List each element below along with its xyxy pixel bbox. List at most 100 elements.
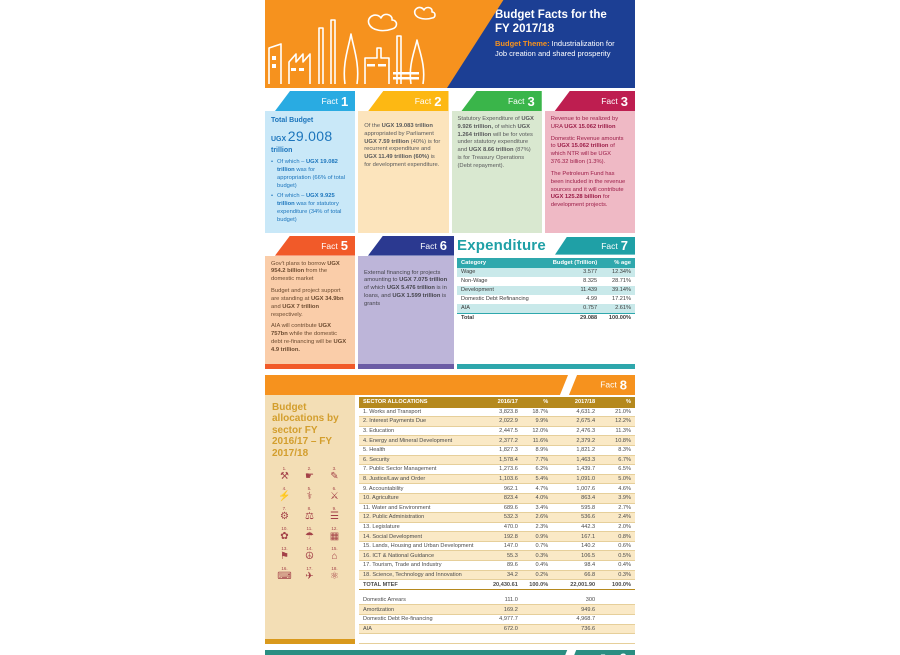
fact-word: Fact [321, 240, 338, 251]
fact-3b-box: Revenue to be realized by URA UGX 15.062… [544, 111, 635, 233]
health-icon: ⚕ [306, 491, 313, 503]
table-cell: 5.0% [599, 474, 635, 485]
table-row: Development 11.439 39.14% [457, 285, 635, 295]
fact-2-tab: Fact 2 [368, 91, 449, 111]
icon-number: 9. [332, 506, 337, 512]
table-cell: 18. Science, Technology and Innovation [359, 570, 478, 581]
text: while the domestic debt re-financing wil… [271, 331, 338, 345]
text: from the domestic market [271, 268, 328, 283]
fact-5-panel: Fact 5 Gov't plans to borrow UGX 954.2 b… [265, 235, 355, 369]
table-cell: 6.7% [599, 455, 635, 466]
text: Statutory Expenditure of [457, 116, 522, 122]
fact-3-tab: Fact 3 [461, 91, 542, 111]
tourism-trade-industry-icon: ✈ [305, 571, 314, 583]
table-cell: 0.5% [599, 550, 635, 562]
fact-7-accent-strip [457, 363, 635, 369]
fact-3b-text: Domestic Revenue amounts to UGX 15.062 t… [551, 136, 629, 167]
fact-5-text: Budget and project support are standing … [271, 288, 349, 319]
page-title-line2: FY 2017/18 [495, 23, 555, 36]
table-cell: 20,430.61 [477, 579, 522, 590]
text: of which NTR will be UGX 376.32 billion … [550, 143, 615, 166]
table-cell: 3,823.8 [477, 407, 522, 418]
table-cell: 2,377.2 [477, 435, 522, 446]
table-cell: AIA [457, 303, 543, 314]
sector-extras-body: Domestic Arrears 111.0 300 Amortization 169.… [359, 595, 635, 644]
text: Budget and project support are standing … [271, 288, 341, 302]
text: of which [364, 285, 387, 292]
fact-9-tab: Fact 9 [600, 650, 627, 655]
fact-number: 3 [527, 93, 535, 109]
table-cell: 2.0% [599, 522, 635, 533]
table-cell: 2,447.5 [477, 426, 522, 437]
table-cell: 2.61% [601, 303, 635, 314]
table-cell: 2,022.9 [477, 416, 522, 427]
table-cell [521, 633, 553, 644]
table-cell: 26,360.5 [477, 633, 522, 644]
table-cell: 2.6% [521, 512, 553, 523]
lands-housing-urban-icon: 15. ⌂ [322, 546, 347, 562]
table-cell: 0.3% [599, 570, 635, 581]
table-cell: 98.4 [552, 560, 600, 571]
bold-text: UGX 15.062 trillion [557, 143, 609, 150]
table-cell: 10.8% [599, 435, 635, 446]
table-cell: 100.0% [521, 579, 553, 590]
table-cell: 192.8 [477, 531, 522, 542]
table-cell: Non-Wage [461, 278, 488, 285]
table-cell: 672.0 [477, 624, 522, 635]
sector-allocations-table: SECTOR ALLOCATIONS 2016/17 % 2017/18 % 1… [359, 396, 635, 590]
fact-word: Fact [414, 96, 432, 106]
sector-tables: SECTOR ALLOCATIONS 2016/17 % 2017/18 % 1… [355, 395, 635, 644]
bold-text: UGX 5.476 trillion [386, 285, 435, 292]
text: is for development expenditure. [364, 154, 440, 169]
column-header-sector: SECTOR ALLOCATIONS [359, 396, 478, 408]
bold-text: UGX 1.599 trillion [392, 293, 441, 300]
table-cell [599, 633, 635, 644]
fact-5-text: AIA will contribute UGX 757bn while the … [271, 323, 349, 354]
table-row: Domestic Arrears 111.0 300 [359, 595, 635, 606]
table-row: 10. Agriculture 823.4 4.0% 863.4 3.9% [359, 493, 635, 504]
table-cell: 55.3 [477, 550, 522, 562]
fact-3-box: Statutory Expenditure of UGX 9.926 trill… [451, 111, 542, 233]
budget-theme-text: Industrialization for Job creation and s… [495, 38, 615, 58]
table-cell: 536.6 [552, 512, 600, 523]
currency-label: UGX [271, 136, 287, 144]
bold-text: UGX 7.075 trillion [399, 277, 448, 284]
table-cell: 1,007.6 [552, 483, 600, 494]
bold-text: UGX 19.083 trillion [381, 123, 433, 129]
public-sector-management-icon: ⚙ [280, 511, 289, 523]
fact-1-bullet: Of which – UGX 19.082 trillion was for a… [271, 159, 349, 190]
table-row: 8. Justice/Law and Order 1,103.6 5.4% 1,091… [359, 474, 635, 485]
fact-number: 5 [340, 238, 348, 254]
fact-1-tab: Fact 1 [275, 91, 356, 111]
table-cell: 3.9% [599, 493, 635, 504]
table-row: Domestic Debt Re-financing 4,977.7 4,968.7 [359, 614, 635, 625]
table-cell: 7.7% [521, 455, 553, 466]
bold-text: UGX 7 trillion [282, 303, 320, 310]
bold-text: UGX 8.66 trillion [468, 147, 514, 154]
health-icon: 5. ⚕ [297, 486, 322, 502]
table-row: GRAND TOTAL 26,360.5 28,990.6 [359, 633, 635, 644]
table-cell: 4. Energy and Mineral Development [359, 435, 478, 446]
table-row: 1. Works and Transport 3,823.8 18.7% 4,631.… [359, 407, 635, 418]
fact-8-section: Budget allocations by sector FY 2016/17 … [265, 394, 635, 644]
table-cell: 3. Education [359, 426, 478, 437]
factory-skyline-illustration [268, 6, 436, 85]
text: Of the [364, 123, 382, 129]
table-cell: 22,001.90 [552, 579, 600, 590]
table-cell: 9. Accountability [359, 483, 478, 494]
lands-housing-urban-icon: ⌂ [331, 551, 338, 563]
table-cell: Domestic Debt Re-financing [359, 614, 478, 625]
fact-9-band: Fact 9 [265, 648, 635, 655]
legislature-icon: ⚑ [280, 551, 289, 563]
table-cell: 2.7% [599, 503, 635, 514]
text: is in loans, and [364, 285, 447, 300]
bold-text: UGX 954.2 billion [271, 260, 340, 275]
table-cell: 5.4% [521, 474, 553, 485]
table-cell: 34.2 [477, 570, 522, 581]
table-cell: 100.00% [601, 312, 635, 323]
table-cell: 39.14% [601, 285, 635, 295]
fact-1-panel: Fact 1 Total Budget UGX 29.008 trillion … [265, 91, 356, 233]
facts-row-1: Fact 1 Total Budget UGX 29.008 trillion … [265, 91, 635, 233]
text: Of which – [277, 193, 306, 200]
table-cell: 689.6 [477, 503, 522, 514]
